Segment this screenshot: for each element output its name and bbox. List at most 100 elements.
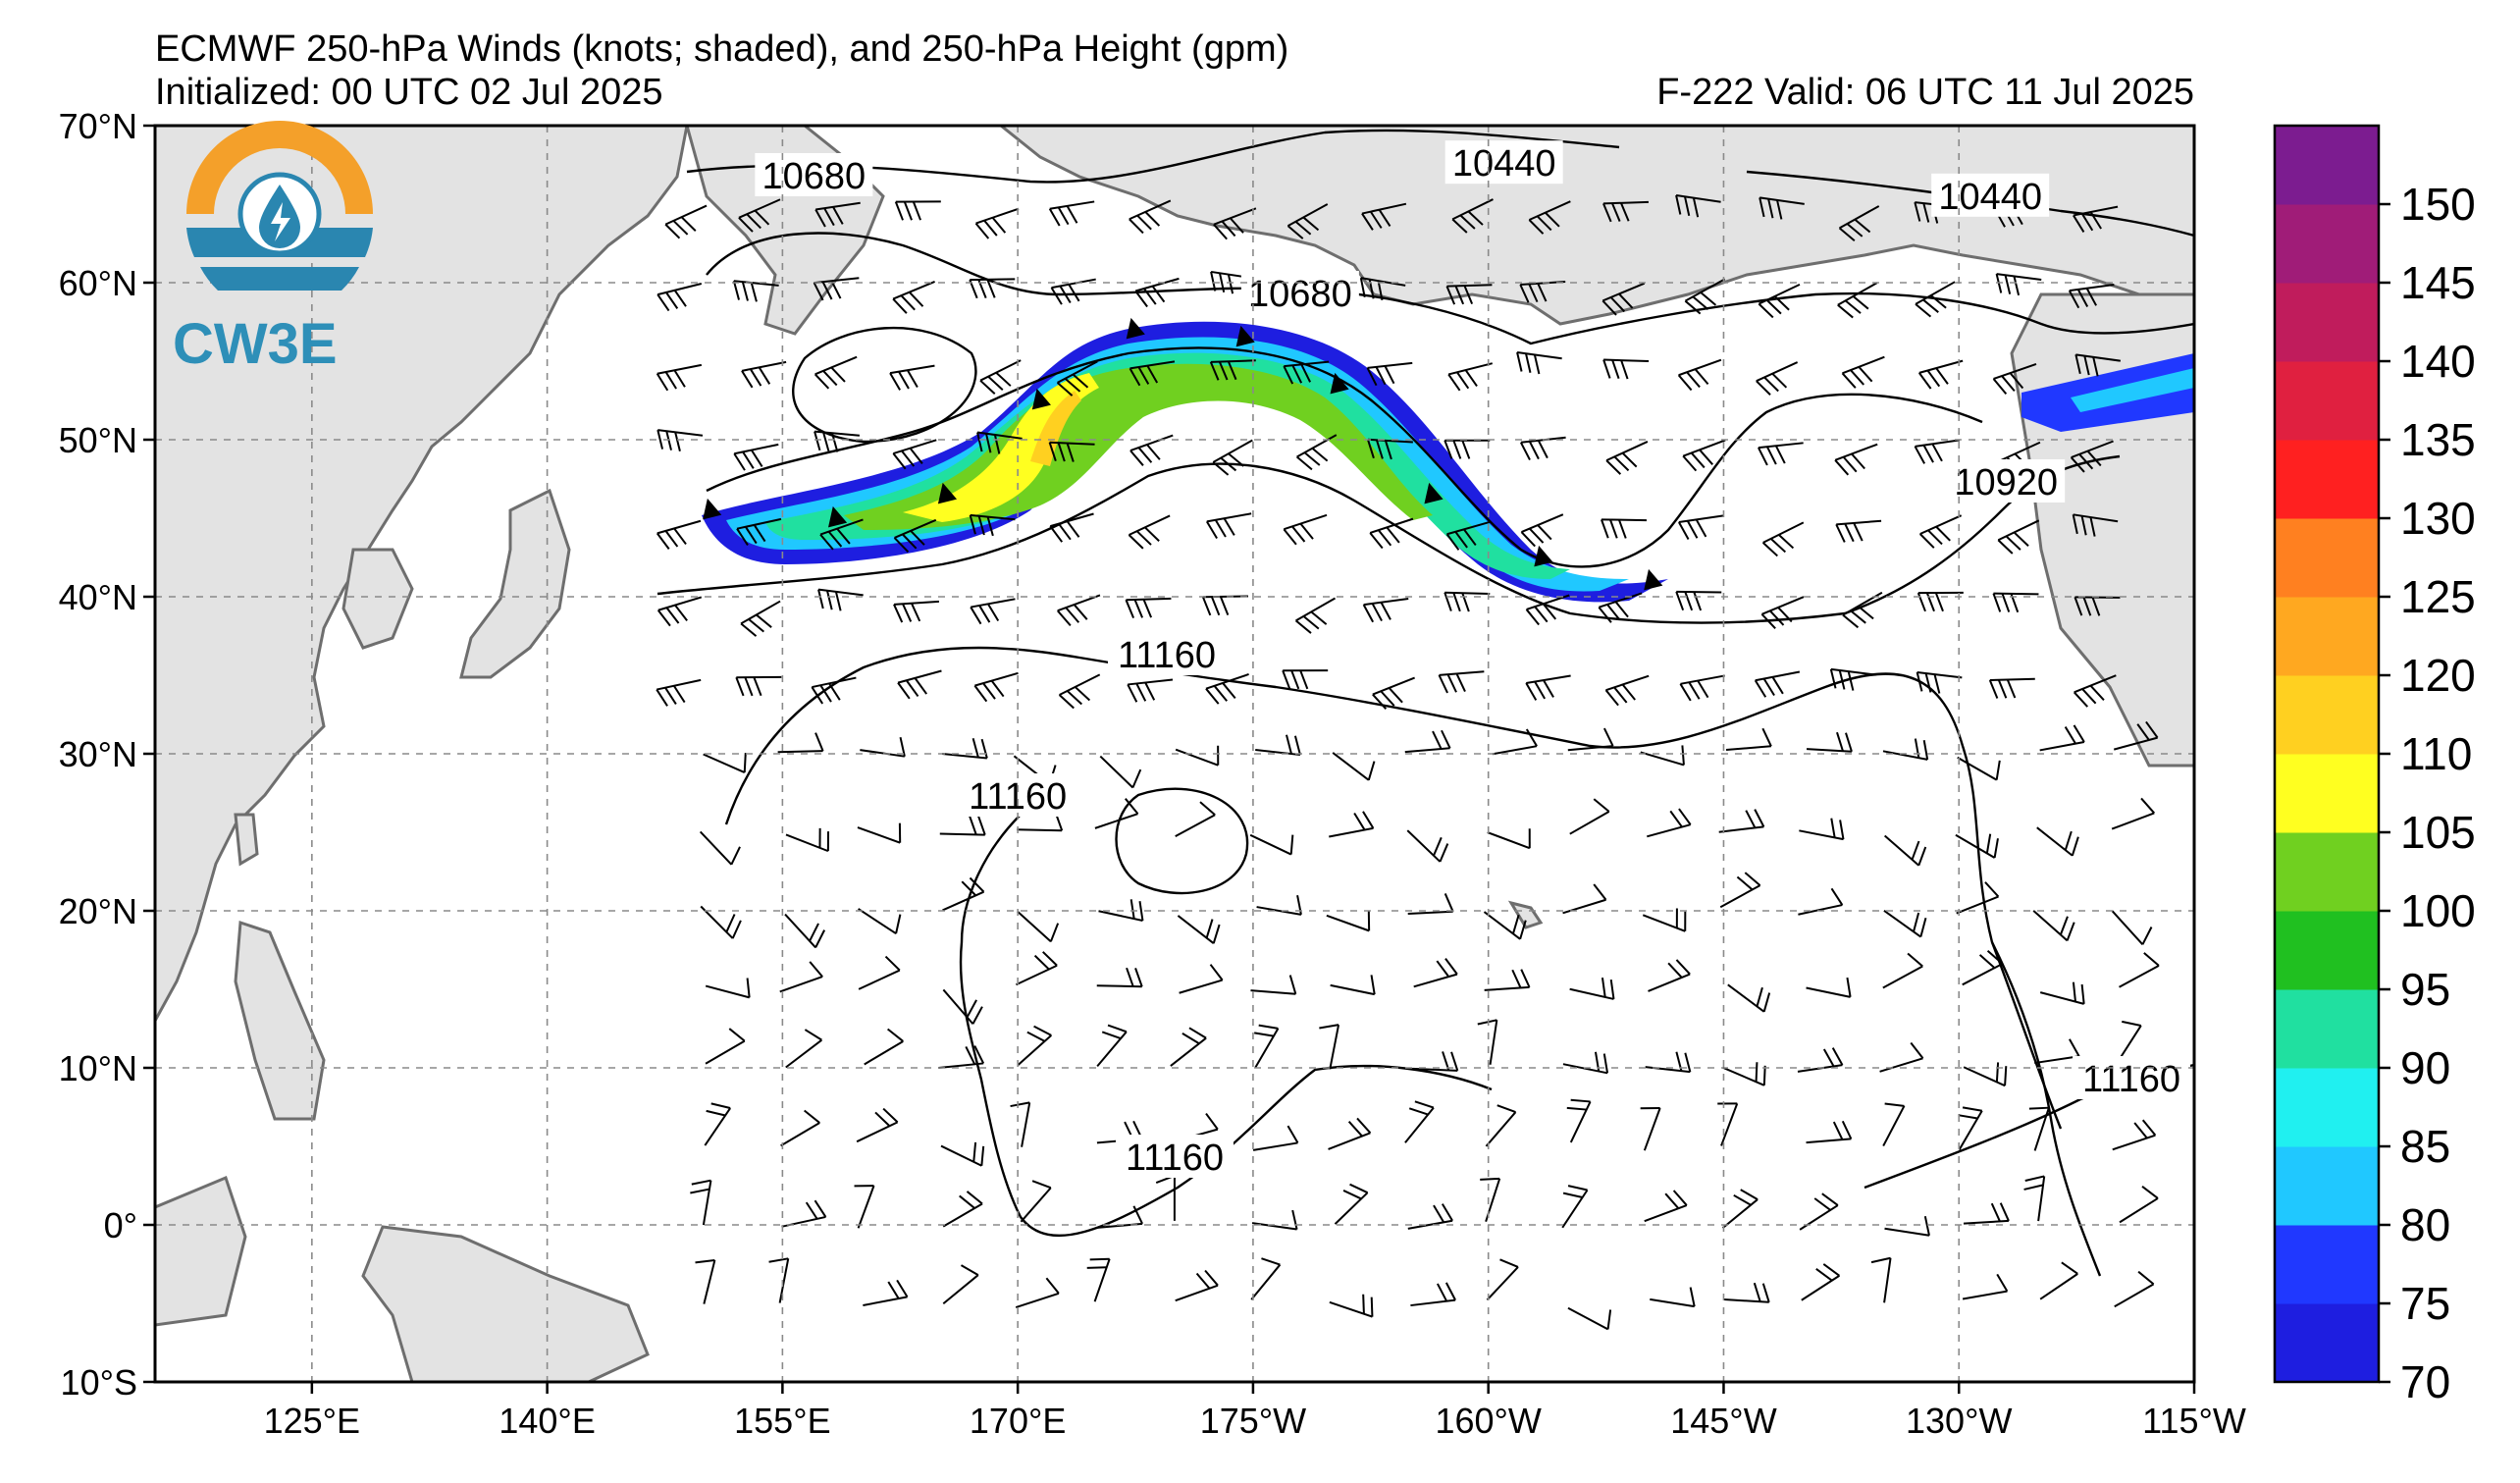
wind-barb-feather — [741, 370, 754, 389]
wind-barb-staff — [897, 669, 942, 684]
wind-barb-feather — [828, 682, 841, 701]
wind-barb-feather — [1761, 727, 1772, 747]
contour-label-bg — [1931, 173, 2050, 217]
contour-label-bg — [1947, 459, 2066, 503]
colorbar-segment — [2275, 126, 2379, 205]
wind-barb-staff — [784, 913, 816, 949]
wind-barb-staff — [1451, 198, 1494, 221]
wind-barb-feather — [1664, 1192, 1680, 1209]
wind-barb-feather — [1205, 520, 1218, 540]
wind-barb-feather — [1057, 206, 1070, 226]
wind-barb-feather — [706, 1109, 726, 1117]
wind-barb-feather — [746, 978, 751, 998]
wind-barb-feather — [733, 452, 746, 471]
wind-barb-feather — [690, 1188, 710, 1194]
wind-barb-feather — [1143, 288, 1157, 305]
wind-barb-feather — [1220, 456, 1237, 472]
wind-barb-feather — [1212, 461, 1230, 476]
wind-barb-feather — [1202, 596, 1212, 616]
wind-barb-feather — [1821, 1192, 1839, 1206]
wind-barb-feather — [811, 686, 824, 705]
wind-barb-staff — [785, 1038, 822, 1069]
wind-barb-staff — [1883, 909, 1921, 938]
wind-barb-feather — [1995, 273, 2003, 293]
wind-barb-feather — [735, 676, 745, 697]
wind-barb-staff — [2039, 991, 2084, 1005]
colorbar-segment — [2275, 1146, 2379, 1226]
wind-barb-feather — [834, 591, 842, 611]
wind-barb-staff — [1179, 979, 1223, 994]
wind-barb-feather — [1463, 285, 1474, 304]
wind-barb-feather — [969, 876, 985, 893]
lon-tick-labels: 125°E 140°E 155°E 170°E 175°W 160°W 145°W 130°W… — [264, 1401, 2246, 1441]
wind-barb-feather — [896, 1279, 909, 1298]
wind-barb-feather — [1926, 369, 1941, 388]
wind-barb-feather — [1289, 834, 1294, 855]
wind-barb-staff — [1129, 199, 1172, 221]
wind-barb-staff — [734, 443, 779, 455]
wind-barb-pennant — [1424, 482, 1444, 504]
wind-barb-staff — [1212, 439, 1253, 463]
wind-barb-feather — [2064, 726, 2076, 745]
colorbar-label: 125 — [2400, 571, 2476, 622]
contour-label-bg — [1240, 271, 1359, 314]
wind-barb-feather — [748, 618, 764, 633]
wind-barb-staff — [1094, 813, 1138, 829]
wind-barb-feather — [2066, 922, 2075, 941]
wind-barb-feather — [910, 530, 925, 546]
wind-barb-feather — [993, 434, 1001, 454]
wind-barb-feather — [753, 524, 766, 543]
wind-barb-feather — [1675, 194, 1682, 215]
wind-barb-staff — [656, 519, 702, 535]
wind-barb-staff — [705, 984, 750, 999]
wind-barb-feather — [2076, 289, 2089, 307]
wind-barb-feather — [665, 291, 679, 309]
wind-barb-feather — [822, 432, 830, 451]
wind-barb-feather — [1089, 1257, 1110, 1261]
wind-barb-feather — [2089, 211, 2102, 230]
wind-barb-staff — [2111, 812, 2155, 830]
wind-barb-feather — [1689, 1287, 1696, 1307]
wind-barb-staff — [1404, 747, 1450, 754]
wind-barb-feather — [1841, 1120, 1853, 1139]
wind-barb-feather — [2005, 535, 2021, 551]
wind-barb-feather — [2091, 597, 2101, 616]
wind-barb-feather — [874, 1111, 891, 1127]
wind-barb-staff — [657, 429, 704, 437]
wind-barb-staff — [1963, 1066, 2006, 1087]
wind-barb-feather — [887, 1281, 900, 1299]
wind-barb-staff — [1678, 358, 1722, 377]
wind-barb-feather — [1128, 534, 1144, 550]
wind-barb-feather — [1693, 591, 1703, 611]
wind-barb-feather — [673, 369, 686, 388]
wind-barb-staff — [1296, 434, 1338, 458]
wind-barb-staff — [1017, 1034, 1052, 1067]
wind-barb-staff — [1330, 983, 1375, 996]
wind-barb-feather — [1205, 688, 1220, 705]
colorbar-label: 95 — [2400, 964, 2450, 1015]
wind-barb-feather — [1433, 1204, 1445, 1223]
wind-barb-staff — [1761, 596, 1805, 615]
wind-barb-feather — [1999, 1202, 2010, 1222]
wind-barb-feather — [1822, 1048, 1835, 1067]
wind-barb-staff — [858, 908, 897, 935]
wind-barb-staff — [1997, 519, 2040, 542]
lat-tick-label: 30°N — [59, 734, 137, 774]
colorbar-label: 130 — [2400, 493, 2476, 544]
wind-barb-feather — [1414, 1100, 1435, 1109]
wind-barb-staff — [2032, 910, 2069, 942]
lat-tick-label: 0° — [104, 1205, 137, 1245]
wind-barb-staff — [738, 198, 781, 219]
wind-barb-feather — [1454, 531, 1468, 549]
wind-barb-staff — [1367, 438, 1413, 444]
wind-barb-staff — [1254, 1028, 1280, 1069]
wind-barb-feather — [1144, 211, 1161, 227]
lon-tick-label: 160°W — [1435, 1401, 1541, 1441]
wind-barb-feather — [1601, 977, 1606, 998]
wind-barb-staff — [1015, 1292, 1060, 1309]
wind-barb-staff — [1567, 745, 1613, 752]
logo-text: CW3E — [173, 312, 338, 376]
wind-barb-feather — [1445, 533, 1460, 551]
wind-barb-feather — [826, 590, 833, 610]
wind-barb-feather — [819, 684, 832, 703]
